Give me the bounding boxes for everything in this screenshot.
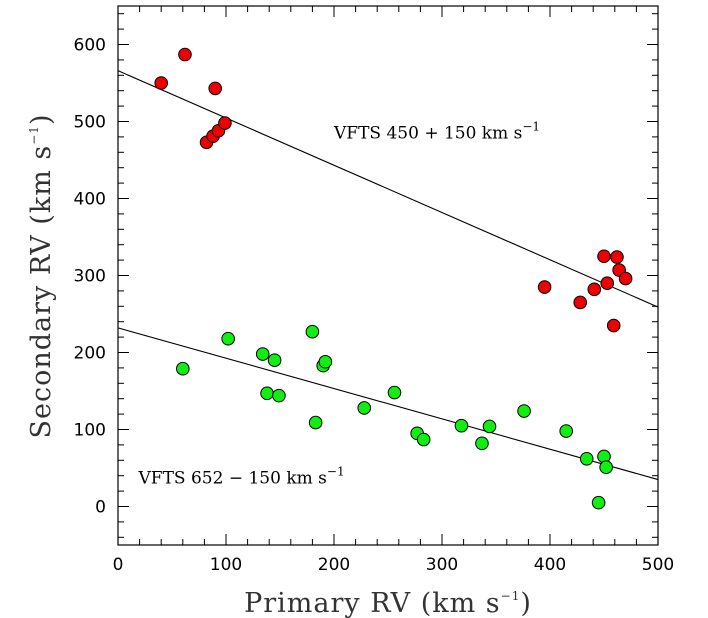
data-point <box>176 361 190 376</box>
data-point <box>537 280 552 294</box>
y-tick-label: 100 <box>74 421 106 441</box>
x-tick-label: 100 <box>210 555 242 575</box>
x-tick-label: 0 <box>113 555 124 575</box>
x-tick-label: 300 <box>426 555 458 575</box>
data-point <box>208 81 222 96</box>
data-point <box>387 385 402 400</box>
data-point <box>272 388 286 403</box>
data-point <box>597 249 611 264</box>
y-axis-label: Secondary RV (km s−1) <box>26 114 57 439</box>
data-point <box>308 415 323 430</box>
data-point <box>318 354 333 369</box>
data-point <box>618 271 633 286</box>
x-tick-label: 500 <box>642 555 674 575</box>
data-point <box>475 436 489 451</box>
y-tick-label: 0 <box>95 498 106 518</box>
data-point <box>357 401 372 415</box>
data-point <box>255 347 270 361</box>
x-tick-label: 200 <box>318 555 350 575</box>
y-tick-label: 500 <box>74 113 106 133</box>
y-tick-label: 200 <box>74 344 106 364</box>
data-point <box>573 295 588 310</box>
tick-labels: 0 100 200 300 400 500 0 100 200 300 400 500 600 <box>74 36 675 576</box>
data-point <box>587 282 602 297</box>
data-point <box>579 451 594 466</box>
data-points <box>154 47 633 510</box>
data-point <box>260 386 274 401</box>
annotation-vfts652: VFTS 652 − 150 km s−1 <box>138 464 345 488</box>
fit-lines <box>117 70 659 481</box>
x-axis-label: Primary RV (km s−1) <box>244 588 532 618</box>
data-point <box>517 404 531 418</box>
data-point <box>559 424 574 438</box>
data-point <box>154 76 168 90</box>
data-point <box>599 460 613 475</box>
data-point <box>178 47 192 62</box>
data-point <box>610 250 624 264</box>
axes <box>117 5 659 546</box>
fit-line <box>117 70 659 308</box>
data-point <box>482 419 497 434</box>
annotation-vfts450: VFTS 450 + 150 km s−1 <box>333 119 540 143</box>
y-tick-label: 600 <box>74 36 106 56</box>
data-point <box>600 276 615 291</box>
data-point <box>267 353 282 368</box>
y-tick-label: 400 <box>74 190 106 210</box>
x-tick-label: 400 <box>534 555 566 575</box>
fit-line <box>117 327 659 481</box>
plot-frame <box>117 5 659 546</box>
data-point <box>221 331 235 346</box>
data-point <box>305 324 320 339</box>
data-point <box>591 495 606 510</box>
data-point <box>416 432 431 447</box>
data-point <box>606 318 621 333</box>
data-point <box>218 116 232 130</box>
y-tick-label: 300 <box>74 267 106 287</box>
data-point <box>454 418 469 433</box>
